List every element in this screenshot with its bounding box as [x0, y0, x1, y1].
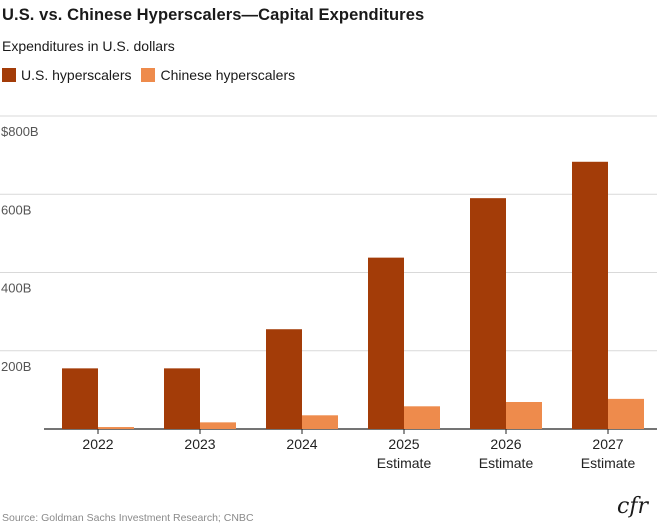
y-tick-label: 600B	[1, 202, 31, 217]
chart-subtitle: Expenditures in U.S. dollars	[2, 38, 175, 54]
bar-us	[368, 257, 404, 429]
x-tick-label: 2025	[388, 436, 419, 452]
bar-china	[98, 427, 134, 429]
x-tick-label: Estimate	[581, 455, 636, 471]
bar-china	[608, 398, 644, 429]
y-tick-label: 200B	[1, 359, 31, 374]
bar-us	[572, 161, 608, 429]
legend: U.S. hyperscalers Chinese hyperscalers	[2, 67, 305, 83]
y-tick-label: 400B	[1, 281, 31, 296]
legend-label-us: U.S. hyperscalers	[21, 67, 132, 83]
chart-title: U.S. vs. Chinese Hyperscalers—Capital Ex…	[2, 6, 425, 24]
cfr-logo: cfr	[617, 494, 648, 519]
bar-china	[302, 415, 338, 429]
bar-us	[62, 368, 98, 429]
legend-label-china: Chinese hyperscalers	[160, 67, 296, 83]
y-tick-label: $800B	[1, 124, 39, 139]
source-note: Source: Goldman Sachs Investment Researc…	[2, 512, 254, 524]
bar-us	[164, 368, 200, 429]
legend-swatch-china	[141, 68, 156, 82]
x-tick-label: 2024	[286, 436, 317, 452]
x-tick-label: Estimate	[377, 455, 432, 471]
legend-item-us: U.S. hyperscalers	[2, 67, 131, 83]
bar-us	[266, 329, 302, 429]
x-tick-label: 2026	[490, 436, 521, 452]
bar-china	[506, 402, 542, 429]
legend-item-china: Chinese hyperscalers	[141, 67, 295, 83]
x-tick-label: 2027	[592, 436, 623, 452]
bar-china	[404, 406, 440, 429]
bar-china	[200, 422, 236, 429]
x-tick-label: Estimate	[479, 455, 534, 471]
legend-swatch-us	[2, 68, 16, 82]
x-tick-label: 2023	[184, 436, 215, 452]
x-tick-label: 2022	[82, 436, 113, 452]
bar-us	[470, 198, 506, 429]
